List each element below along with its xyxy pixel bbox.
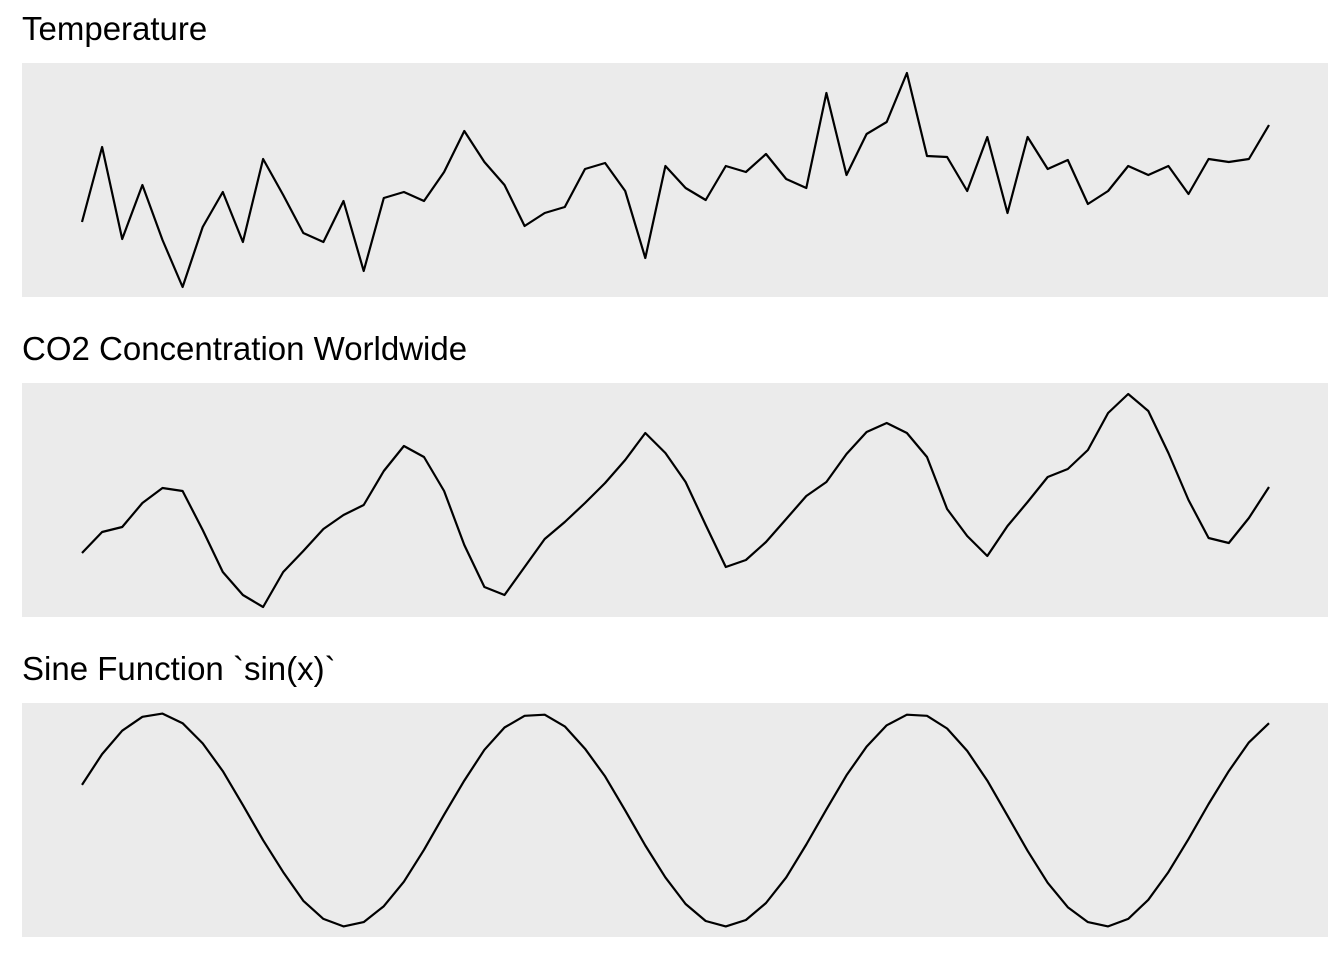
plot-background — [22, 703, 1328, 937]
panel: CO2 Concentration Worldwide — [22, 330, 1328, 617]
line — [81, 712, 1270, 928]
line — [81, 392, 1270, 609]
panel: Temperature — [22, 10, 1328, 297]
plot-background — [22, 63, 1328, 297]
chart-title: Temperature — [22, 10, 207, 47]
chart-title: CO2 Concentration Worldwide — [22, 330, 467, 367]
chart-title: Sine Function `sin(x)` — [22, 650, 336, 687]
line — [80, 71, 1270, 289]
plot-background — [22, 383, 1328, 617]
panel: Sine Function `sin(x)` — [22, 650, 1328, 937]
